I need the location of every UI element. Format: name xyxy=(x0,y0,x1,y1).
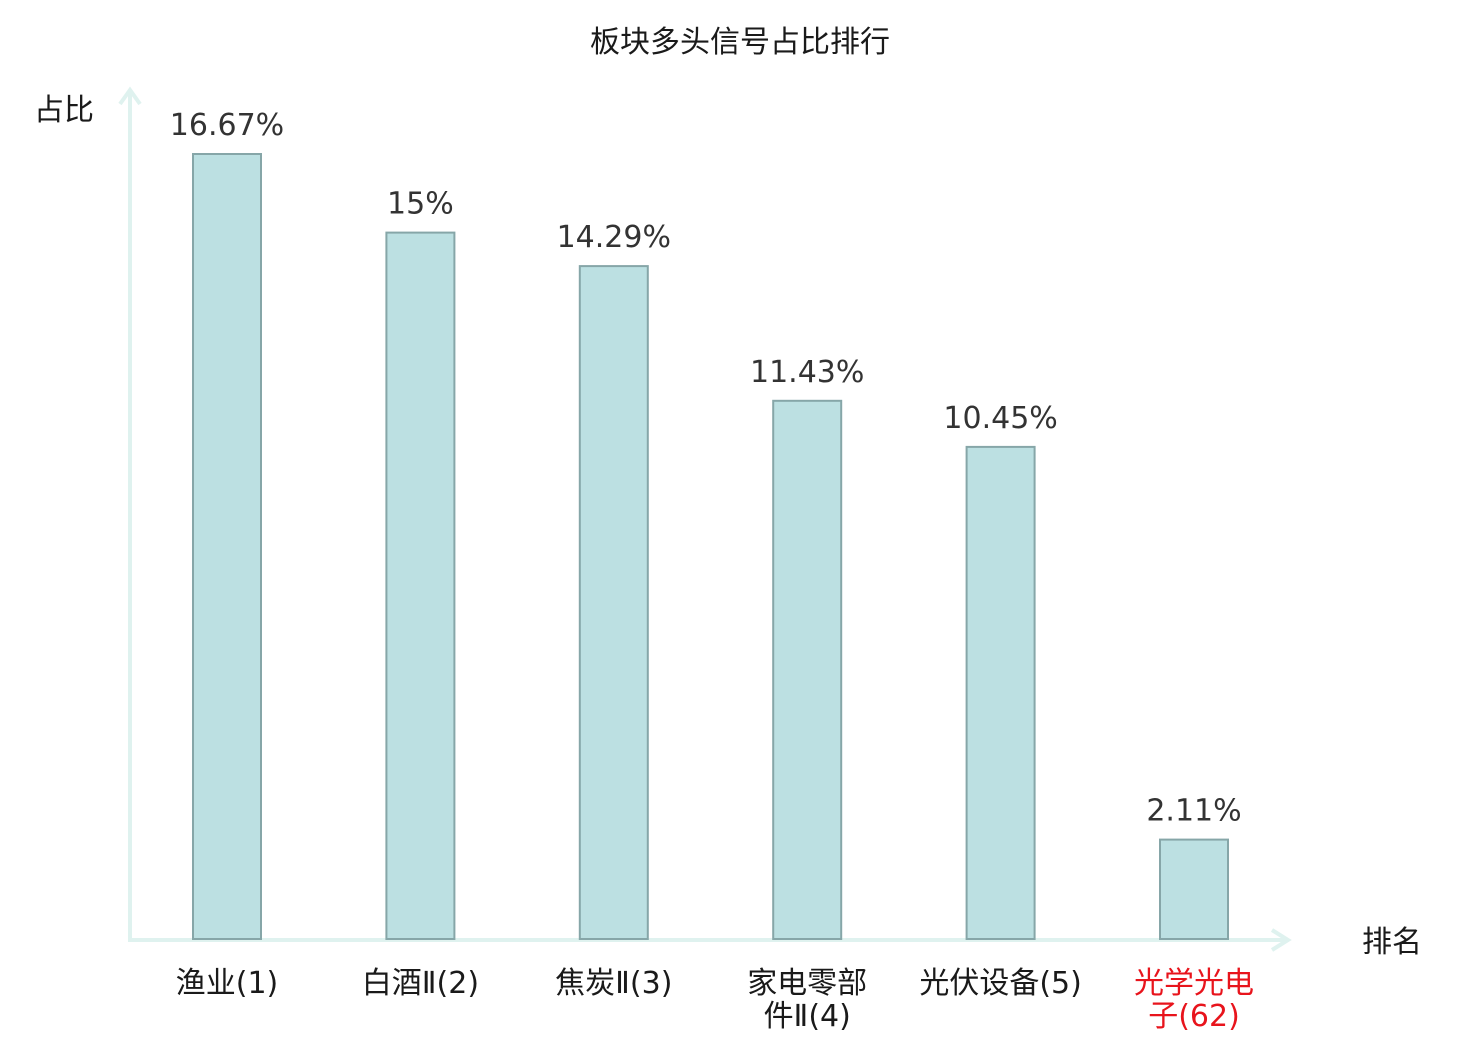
bar-1 xyxy=(192,153,262,940)
y-axis-arrow xyxy=(118,86,142,106)
value-label-4: 11.43% xyxy=(750,355,864,390)
category-label-5: 光伏设备(5) xyxy=(919,966,1082,1001)
category-label-4: 家电零部件Ⅱ(4) xyxy=(747,966,867,1034)
value-label-6: 2.11% xyxy=(1146,794,1241,829)
category-labels-layer: 渔业(1) 白酒Ⅱ(2) 焦炭Ⅱ(3) 家电零部件Ⅱ(4) 光伏设备(5) 光学光电子(6… xyxy=(176,966,1254,1034)
y-axis-label: 占比 xyxy=(34,93,94,128)
value-label-5: 10.45% xyxy=(943,401,1057,436)
value-label-1: 16.67% xyxy=(170,108,284,143)
category-label-1: 渔业(1) xyxy=(176,966,279,1001)
category-label-6: 光学光电子(62) xyxy=(1134,966,1254,1034)
value-label-2: 15% xyxy=(387,187,454,222)
bar-4 xyxy=(772,399,843,940)
value-labels-layer: 16.67% 15% 14.29% 11.43% 10.45% 2.11% xyxy=(170,108,1242,829)
bars-layer xyxy=(192,153,1229,941)
bar-3 xyxy=(578,265,649,941)
x-axis-arrow xyxy=(1270,928,1292,952)
axes xyxy=(118,86,1292,952)
x-axis-label: 排名 xyxy=(1362,925,1422,960)
bar-6 xyxy=(1159,838,1229,940)
value-label-3: 14.29% xyxy=(557,220,671,255)
category-label-2: 白酒Ⅱ(2) xyxy=(362,966,479,1001)
bar-5 xyxy=(965,445,1036,940)
chart-title: 板块多头信号占比排行 xyxy=(590,25,890,60)
bar-2 xyxy=(385,231,456,941)
category-label-3: 焦炭Ⅱ(3) xyxy=(555,966,672,1001)
